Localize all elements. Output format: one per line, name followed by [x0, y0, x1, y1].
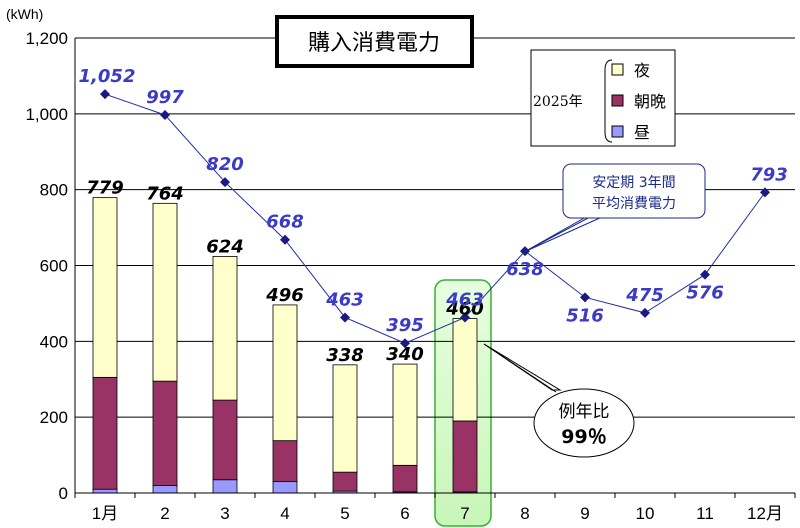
bar-segment [92, 197, 118, 378]
legend-label-day: 昼 [634, 123, 650, 142]
line-point [400, 338, 410, 349]
x-tick-label: 7 [460, 504, 469, 523]
bar-segment [272, 304, 298, 442]
x-tick-label: 3 [220, 504, 229, 523]
line-point [220, 177, 230, 188]
line-point [160, 109, 170, 120]
line-point [700, 269, 710, 280]
bars [92, 197, 478, 494]
y-tick-label: 600 [40, 257, 68, 276]
y-tick-labels: 0 200 400 600 800 1,000 1,200 [25, 29, 68, 503]
line-value-label: 668 [266, 212, 304, 233]
x-tick-label: 6 [400, 504, 409, 523]
line-value-label: 516 [566, 305, 604, 326]
line-value-label: 475 [625, 285, 664, 306]
line-value-label: 463 [325, 289, 364, 310]
bar-total-label: 460 [445, 299, 484, 320]
legend-swatch-night [611, 63, 624, 76]
bar-segment [272, 440, 298, 483]
bar-segment [92, 488, 118, 494]
y-tick-label: 400 [40, 332, 68, 351]
ratio-label: 例年比 [559, 402, 610, 422]
bar-segment [152, 380, 178, 486]
line-value-label: 793 [750, 164, 788, 185]
bar-segment [152, 202, 178, 382]
x-tick-label: 8 [520, 504, 529, 523]
line-point [460, 312, 470, 323]
legend-swatch-morning-evening [611, 94, 624, 107]
x-tick-label: 12月 [747, 504, 783, 523]
line-point [340, 312, 350, 323]
line-value-label: 638 [506, 259, 544, 280]
bar-total-label: 496 [265, 285, 304, 306]
bar-total-labels: 779 764 624 496 338 340 460 [86, 178, 484, 366]
callout-line-2: 平均消費電力 [592, 196, 676, 212]
legend-label-night: 夜 [634, 61, 650, 80]
bar-total-label: 340 [386, 344, 424, 365]
bar-segment [212, 399, 238, 481]
x-tick-label: 4 [280, 504, 289, 523]
bar-segment [272, 481, 298, 494]
line-point [760, 187, 770, 198]
axes [74, 38, 796, 498]
y-tick-label: 800 [40, 181, 68, 200]
line-point [100, 89, 110, 100]
bar-segment [152, 485, 178, 494]
y-tick-label: 0 [59, 484, 68, 503]
line-value-label: 576 [686, 283, 724, 304]
y-axis-unit: (kWh) [6, 6, 43, 22]
x-tick-label: 11 [696, 504, 714, 523]
ratio-value: 99％ [561, 426, 606, 448]
line-value-label: 997 [146, 87, 184, 108]
average-callout: 安定期 3年間 平均消費電力 [523, 163, 706, 253]
bar-segment [452, 420, 478, 493]
line-value-label: 395 [386, 315, 424, 336]
y-tick-label: 200 [40, 408, 68, 427]
x-tick-label: 9 [580, 504, 589, 523]
bar-total-label: 624 [206, 236, 244, 257]
x-tick-label: 10 [636, 504, 655, 523]
line-value-label: 820 [206, 154, 244, 175]
x-tick-label: 2 [160, 504, 169, 523]
y-tick-label: 1,000 [25, 105, 68, 124]
legend-label-morning-evening: 朝晩 [634, 92, 666, 111]
bar-segment [92, 376, 118, 490]
chart-title-box: 購入消費電力 [275, 15, 474, 68]
bar-segment [212, 479, 238, 494]
bar-segment [452, 318, 478, 422]
legend-year: 2025年 [533, 94, 583, 110]
bar-total-label: 338 [326, 345, 364, 366]
bar-segment [332, 364, 358, 473]
legend: 2025年 夜 朝晩 昼 [530, 49, 676, 147]
bar-segment [212, 255, 238, 401]
bar-total-label: 779 [86, 178, 124, 199]
bar-segment [332, 471, 358, 492]
average-line-path [104, 93, 766, 344]
x-tick-label: 1月 [92, 504, 118, 523]
chart-title: 購入消費電力 [308, 31, 440, 56]
callout-line-1: 安定期 3年間 [592, 175, 675, 191]
line-point [580, 292, 590, 303]
line-point [640, 307, 650, 318]
legend-swatch-day [611, 125, 624, 138]
bar-segment [392, 464, 418, 493]
x-tick-labels: 1月 2 3 4 5 6 7 8 9 10 11 12月 [92, 504, 783, 523]
line-value-label: 1,052 [79, 66, 136, 87]
average-line [100, 89, 770, 349]
bar-total-label: 764 [146, 183, 184, 204]
bar-segment [392, 363, 418, 466]
line-value-labels: 1,052 997 820 668 463 395 463 638 516 475 576 793 [79, 66, 788, 336]
line-value-label: 463 [445, 289, 484, 310]
y-tick-label: 1,200 [25, 29, 68, 48]
ratio-callout: 例年比 99％ [483, 343, 635, 458]
x-tick-label: 5 [340, 504, 349, 523]
line-point [280, 234, 290, 245]
